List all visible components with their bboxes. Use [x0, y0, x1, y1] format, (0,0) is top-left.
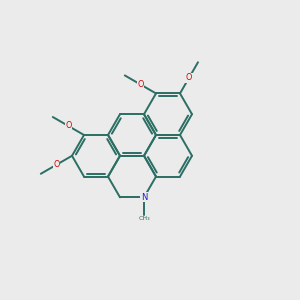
- Text: O: O: [137, 80, 144, 89]
- Text: O: O: [53, 160, 60, 169]
- Text: O: O: [186, 73, 192, 82]
- Text: CH₃: CH₃: [138, 216, 150, 221]
- Text: O: O: [65, 122, 72, 130]
- Text: N: N: [141, 193, 147, 202]
